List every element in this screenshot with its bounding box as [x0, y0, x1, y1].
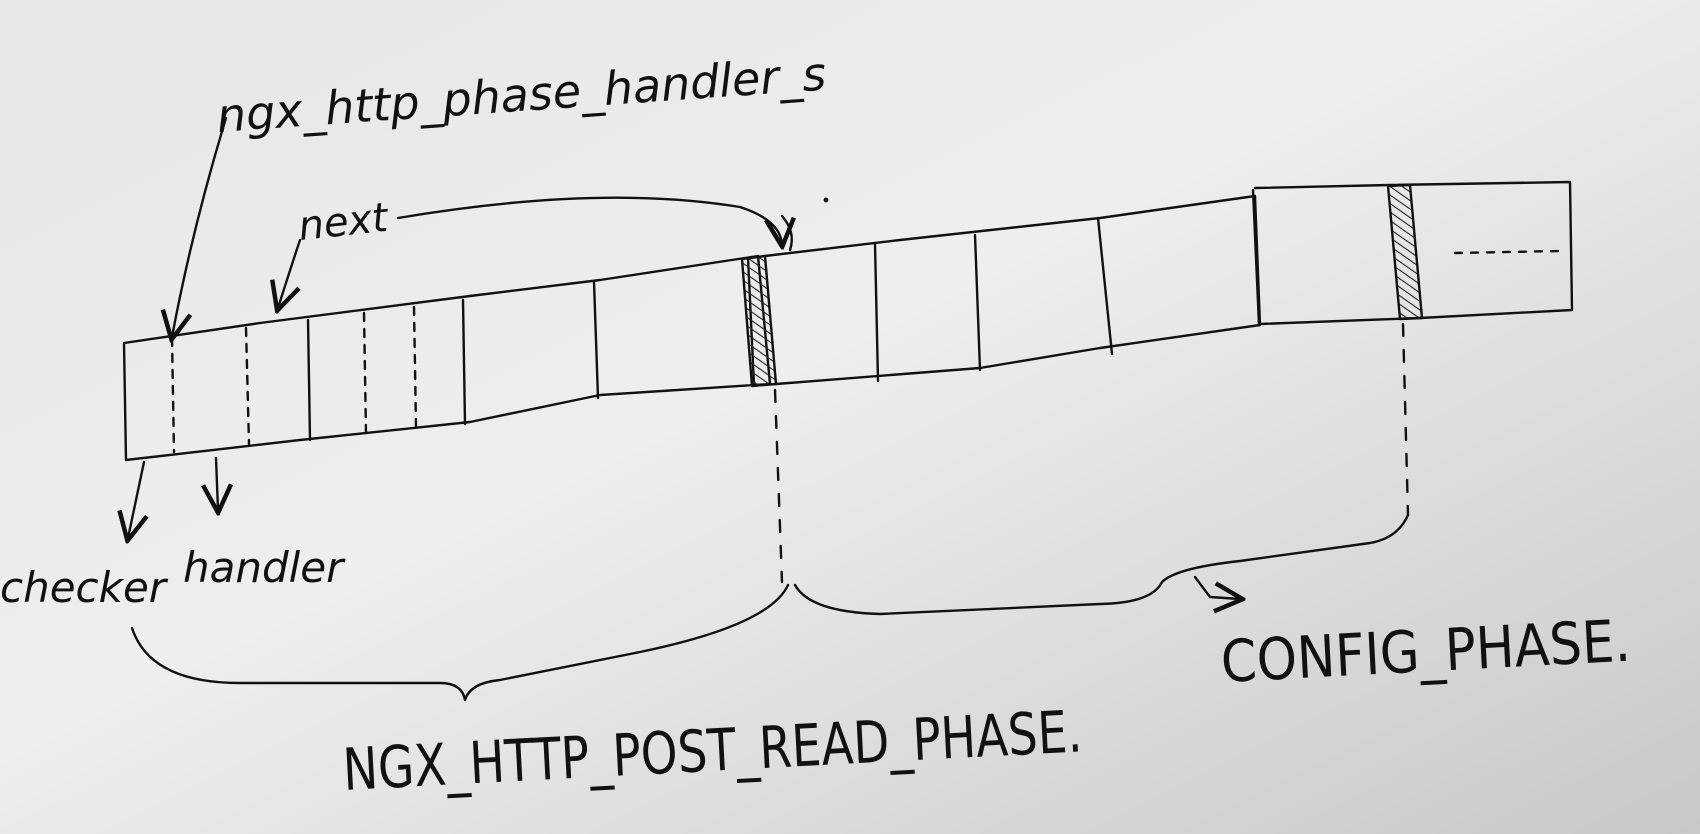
phase-boundary-dashed: [1401, 322, 1410, 517]
slot-divider: [973, 233, 982, 372]
slot-divider: [170, 336, 176, 454]
slot-divider: [592, 280, 600, 400]
brace-middle-span: [793, 513, 1410, 616]
label-checker: checker: [0, 563, 169, 612]
config-phase-pointer: [1193, 575, 1240, 599]
slot-divider: [1096, 216, 1114, 356]
handler-arrow: [216, 456, 218, 510]
array-strip-middle: [763, 194, 1262, 386]
phase-boundary-dashed: [773, 388, 784, 584]
slot-divider: [362, 311, 368, 435]
next-pointer-arrow: [396, 196, 782, 244]
slot-divider: [1251, 188, 1261, 327]
handler-s-pointer-arrow: [172, 116, 228, 337]
stray-mark: [823, 197, 829, 203]
label-next: next: [296, 195, 391, 250]
slot-divider: [244, 326, 251, 446]
slot-divider: [873, 242, 880, 383]
slot-divider: [461, 298, 467, 426]
brace-post-read-phase: [130, 583, 790, 702]
label-handler: handler: [183, 543, 346, 592]
ellipsis-dashes: [1453, 249, 1562, 255]
next-arrow-hook: [780, 214, 793, 252]
array-strip-right: [1253, 180, 1574, 326]
slot-divider: [412, 305, 418, 429]
phase-separator-hatched: [1386, 183, 1424, 321]
checker-arrow: [128, 460, 144, 538]
next-label-arrow: [278, 238, 302, 308]
slot-divider: [306, 318, 312, 442]
